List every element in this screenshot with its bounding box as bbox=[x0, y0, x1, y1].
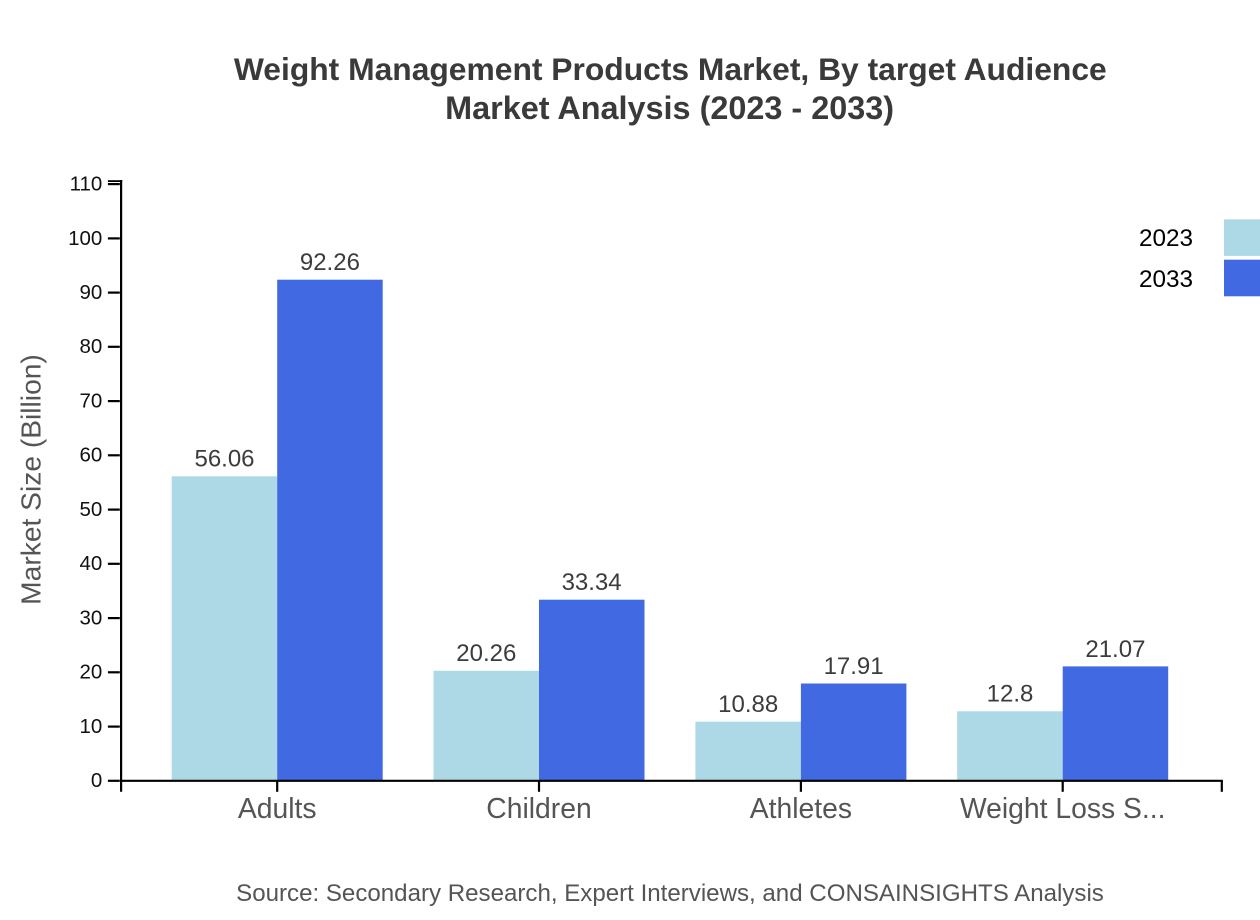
svg-text:Weight Management Products Mar: Weight Management Products Market, By ta… bbox=[234, 51, 1107, 87]
svg-text:80: 80 bbox=[79, 335, 102, 358]
svg-text:50: 50 bbox=[79, 498, 102, 521]
svg-text:21.07: 21.07 bbox=[1085, 636, 1145, 663]
svg-text:92.26: 92.26 bbox=[300, 249, 360, 276]
svg-text:Weight Loss S...: Weight Loss S... bbox=[960, 792, 1166, 824]
svg-text:10: 10 bbox=[79, 715, 102, 738]
svg-text:12.8: 12.8 bbox=[987, 681, 1034, 708]
svg-text:0: 0 bbox=[91, 769, 102, 792]
svg-text:33.34: 33.34 bbox=[562, 569, 622, 596]
svg-text:20: 20 bbox=[79, 661, 102, 684]
svg-text:10.88: 10.88 bbox=[718, 691, 778, 718]
svg-text:56.06: 56.06 bbox=[194, 446, 254, 473]
svg-text:20.26: 20.26 bbox=[456, 640, 516, 667]
svg-text:90: 90 bbox=[79, 281, 102, 304]
svg-text:30: 30 bbox=[79, 607, 102, 630]
svg-text:Athletes: Athletes bbox=[750, 792, 852, 824]
svg-text:60: 60 bbox=[79, 444, 102, 467]
svg-text:40: 40 bbox=[79, 552, 102, 575]
svg-text:2033: 2033 bbox=[1139, 266, 1193, 293]
svg-text:Source: Secondary Research, Ex: Source: Secondary Research, Expert Inter… bbox=[236, 880, 1104, 907]
svg-text:70: 70 bbox=[79, 390, 102, 413]
svg-text:Market Size (Billion): Market Size (Billion) bbox=[14, 354, 46, 605]
svg-text:Market Analysis (2023 - 2033): Market Analysis (2023 - 2033) bbox=[445, 90, 894, 126]
svg-text:110: 110 bbox=[70, 173, 103, 196]
svg-text:Children: Children bbox=[486, 792, 591, 824]
svg-text:17.91: 17.91 bbox=[824, 653, 884, 680]
svg-text:Adults: Adults bbox=[238, 792, 317, 824]
svg-text:2023: 2023 bbox=[1139, 225, 1193, 252]
svg-text:100: 100 bbox=[68, 227, 102, 250]
